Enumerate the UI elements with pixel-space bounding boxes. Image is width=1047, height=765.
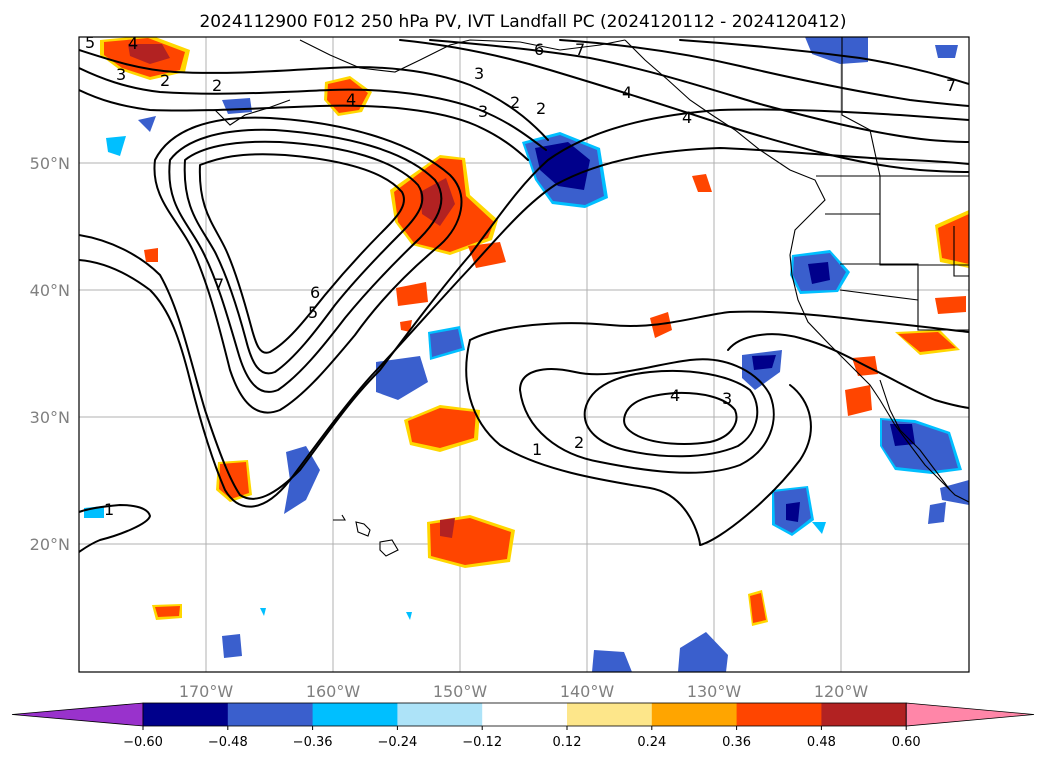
contour-label: 6 <box>310 283 320 302</box>
colorbar-tick-label: −0.48 <box>208 735 248 750</box>
contour-label: 2 <box>536 99 546 118</box>
lat-label: 20°N <box>30 535 70 554</box>
contour-label: 3 <box>116 65 126 84</box>
colorbar-extend-high <box>905 702 1035 727</box>
contour-label: 6 <box>534 40 544 59</box>
colorbar-frame <box>142 702 907 727</box>
colorbar-segment <box>651 703 738 726</box>
contour-label: 4 <box>670 386 680 405</box>
colorbar-segment <box>567 703 653 726</box>
contour-label: 2 <box>510 93 520 112</box>
gridlines <box>79 37 969 672</box>
pv-contours <box>79 39 969 553</box>
contour-label: 4 <box>128 34 138 53</box>
contour-label: 7 <box>214 275 224 294</box>
colorbar-segment <box>736 703 822 726</box>
map-area <box>79 37 969 672</box>
latitude-labels: 50°N 40°N 30°N 20°N <box>30 154 70 554</box>
contour-label: 1 <box>104 500 114 519</box>
lon-label: 130°W <box>687 682 742 701</box>
longitude-labels: 170°W 160°W 150°W 140°W 130°W 120°W <box>179 682 869 701</box>
contour-label: 7 <box>946 76 956 95</box>
contour-label: 4 <box>682 108 692 127</box>
colorbar-tick-label: 0.60 <box>892 735 921 750</box>
colorbar-segment <box>482 703 568 726</box>
colorbar-segment <box>312 703 398 726</box>
contour-label: 5 <box>85 33 95 52</box>
coastlines <box>214 37 969 557</box>
colorbar: −0.60 −0.48 −0.36 −0.24 −0.12 0.12 0.24 0.36 0.4… <box>11 702 1035 750</box>
colorbar-segment <box>397 703 483 726</box>
contour-label: 7 <box>575 40 585 59</box>
map-frame <box>78 36 970 673</box>
colorbar-segment <box>227 703 314 726</box>
shaded-anomalies <box>84 37 969 672</box>
contour-label: 2 <box>574 433 584 452</box>
colorbar-tick-label: −0.12 <box>462 735 502 750</box>
contour-label: 1 <box>532 440 542 459</box>
lat-label: 50°N <box>30 154 70 173</box>
contour-label: 5 <box>308 303 318 322</box>
colorbar-tick-label: −0.24 <box>377 735 417 750</box>
lon-label: 120°W <box>814 682 869 701</box>
lon-label: 170°W <box>179 682 234 701</box>
contour-label: 3 <box>722 389 732 408</box>
map-content: 5 4 3 2 2 4 3 6 7 3 2 2 4 4 7 6 5 7 4 3 … <box>79 33 969 672</box>
colorbar-segment <box>821 703 907 726</box>
contour-label: 3 <box>478 102 488 121</box>
colorbar-tick-label: 0.12 <box>553 735 582 750</box>
lat-label: 40°N <box>30 281 70 300</box>
colorbar-tick-label: −0.36 <box>293 735 333 750</box>
lon-label: 140°W <box>560 682 615 701</box>
lon-label: 160°W <box>306 682 361 701</box>
colorbar-tick-label: −0.60 <box>123 735 163 750</box>
contour-labels: 5 4 3 2 2 4 3 6 7 3 2 2 4 4 7 6 5 7 4 3 … <box>85 33 956 519</box>
colorbar-tick-label: 0.48 <box>807 735 836 750</box>
contour-label: 2 <box>212 76 222 95</box>
contour-label: 3 <box>474 64 484 83</box>
contour-label: 4 <box>346 90 356 109</box>
colorbar-tick-label: 0.24 <box>637 735 666 750</box>
contour-label: 2 <box>160 71 170 90</box>
colorbar-segment <box>143 703 229 726</box>
colorbar-extend-low <box>11 702 144 727</box>
lon-label: 150°W <box>433 682 488 701</box>
colorbar-tick-label: 0.36 <box>722 735 751 750</box>
contour-label: 4 <box>622 83 632 102</box>
figure-title: 2024112900 F012 250 hPa PV, IVT Landfall… <box>199 12 846 32</box>
lat-label: 30°N <box>30 408 70 427</box>
